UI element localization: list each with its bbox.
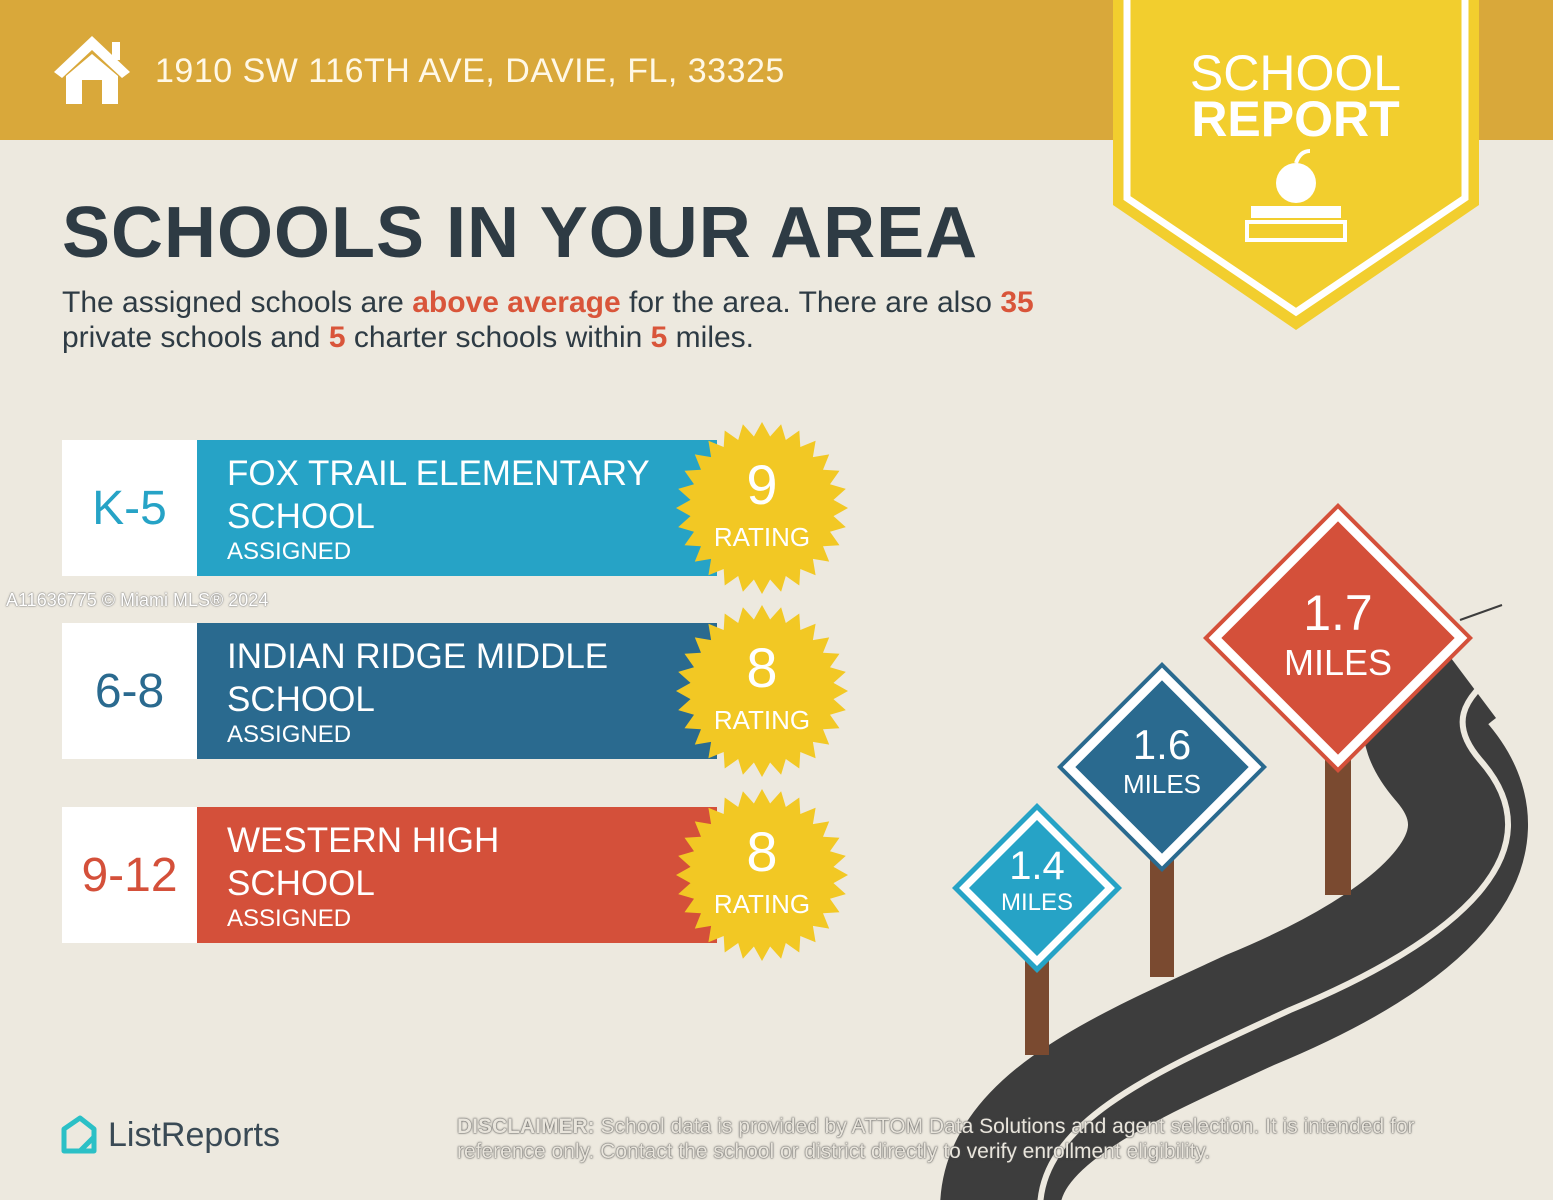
rating-value: 8 — [746, 636, 778, 699]
summary-text: The assigned schools are above average f… — [62, 285, 1112, 355]
disclaimer-text: School data is provided by ATTOM Data So… — [457, 1115, 1415, 1163]
distance-sign — [952, 803, 1122, 973]
rating-label: RATING — [713, 889, 811, 919]
badge-line-2: REPORT — [1191, 91, 1400, 147]
radius-miles: 5 — [650, 321, 668, 354]
grade-range: 6-8 — [62, 623, 197, 759]
school-band: FOX TRAIL ELEMENTARY SCHOOL ASSIGNED — [197, 440, 717, 576]
rating-starburst — [676, 422, 848, 594]
summary-part: charter schools within — [345, 321, 651, 354]
house-icon — [54, 36, 130, 104]
sign-post — [1025, 960, 1049, 1055]
school-name: FOX TRAIL ELEMENTARY — [227, 454, 650, 493]
school-name: WESTERN HIGH — [227, 821, 500, 860]
school-band: WESTERN HIGH SCHOOL ASSIGNED — [197, 807, 717, 943]
summary-part: The assigned schools are — [62, 286, 413, 319]
school-row: 6-8 INDIAN RIDGE MIDDLE SCHOOL ASSIGNED … — [62, 605, 862, 777]
grade-range: 9-12 — [62, 807, 197, 943]
distance-unit: MILES — [1283, 642, 1393, 683]
school-row: K-5 FOX TRAIL ELEMENTARY SCHOOL ASSIGNED… — [62, 422, 862, 594]
school-name: INDIAN RIDGE MIDDLE — [227, 637, 609, 676]
rating-value: 9 — [746, 453, 778, 516]
private-count: 35 — [1000, 286, 1034, 319]
distance-value: 1.7 — [1303, 585, 1373, 641]
distance-unit: MILES — [1000, 889, 1074, 916]
sign-post — [1150, 860, 1174, 977]
disclaimer-label: DISCLAIMER: — [457, 1115, 595, 1138]
watermark: A11636775 © Miami MLS® 2024 — [6, 590, 269, 610]
sign-border — [959, 810, 1115, 966]
rating-starburst — [676, 605, 848, 777]
rating-starburst — [676, 789, 848, 961]
school-status: ASSIGNED — [227, 905, 352, 932]
listreports-logo: ListReports — [60, 1115, 280, 1155]
school-report-badge — [1113, 0, 1479, 330]
distance-label: 1.7 MILES — [1258, 584, 1418, 684]
summary-highlight: above average — [412, 286, 621, 319]
apple-on-book-icon — [1245, 149, 1347, 242]
listreports-logo-icon — [61, 1115, 97, 1154]
school-status: ASSIGNED — [227, 721, 352, 748]
property-address: 1910 SW 116TH AVE, DAVIE, FL, 33325 — [155, 52, 785, 90]
distance-unit: MILES — [1122, 769, 1202, 799]
logo-text: ListReports — [108, 1115, 280, 1154]
summary-part: miles. — [667, 321, 755, 354]
rating-label: RATING — [713, 522, 811, 552]
summary-part: private schools and — [62, 321, 329, 354]
disclaimer: DISCLAIMER: School data is provided by A… — [457, 1114, 1477, 1164]
distance-label: 1.4 MILES — [957, 844, 1117, 917]
sign-border — [1208, 508, 1468, 768]
school-name-2: SCHOOL — [227, 497, 375, 536]
rating-value: 8 — [746, 820, 778, 883]
charter-count: 5 — [328, 321, 346, 354]
distance-sign — [1057, 662, 1267, 872]
school-row: 9-12 WESTERN HIGH SCHOOL ASSIGNED 8 RATI… — [62, 789, 862, 961]
summary-part: for the area. There are also — [620, 286, 1001, 319]
distance-label: 1.6 MILES — [1082, 721, 1242, 800]
grade-range: K-5 — [62, 440, 197, 576]
page-title: SCHOOLS IN YOUR AREA — [62, 193, 979, 273]
school-name-2: SCHOOL — [227, 864, 375, 903]
distance-value: 1.4 — [1009, 844, 1065, 888]
distance-value: 1.6 — [1132, 721, 1192, 768]
badge-line-1: SCHOOL — [1189, 45, 1402, 101]
distance-sign — [1203, 503, 1473, 773]
school-band: INDIAN RIDGE MIDDLE SCHOOL ASSIGNED — [197, 623, 717, 759]
sign-post — [1325, 760, 1351, 895]
rating-label: RATING — [713, 705, 811, 735]
sign-border — [1062, 667, 1262, 867]
school-status: ASSIGNED — [227, 538, 352, 565]
school-name-2: SCHOOL — [227, 680, 375, 719]
